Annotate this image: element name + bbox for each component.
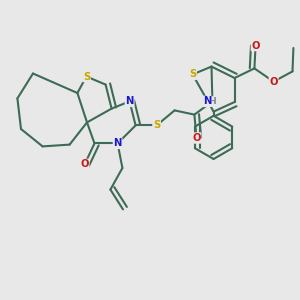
Text: O: O — [192, 133, 201, 143]
Text: O: O — [251, 40, 260, 51]
Text: S: S — [83, 71, 90, 82]
Text: O: O — [269, 76, 278, 87]
Text: O: O — [80, 159, 89, 170]
Text: N: N — [203, 96, 211, 106]
Text: S: S — [153, 120, 160, 130]
Text: N: N — [125, 96, 134, 106]
Text: S: S — [189, 69, 196, 80]
Text: N: N — [113, 138, 122, 148]
Text: H: H — [208, 97, 216, 106]
